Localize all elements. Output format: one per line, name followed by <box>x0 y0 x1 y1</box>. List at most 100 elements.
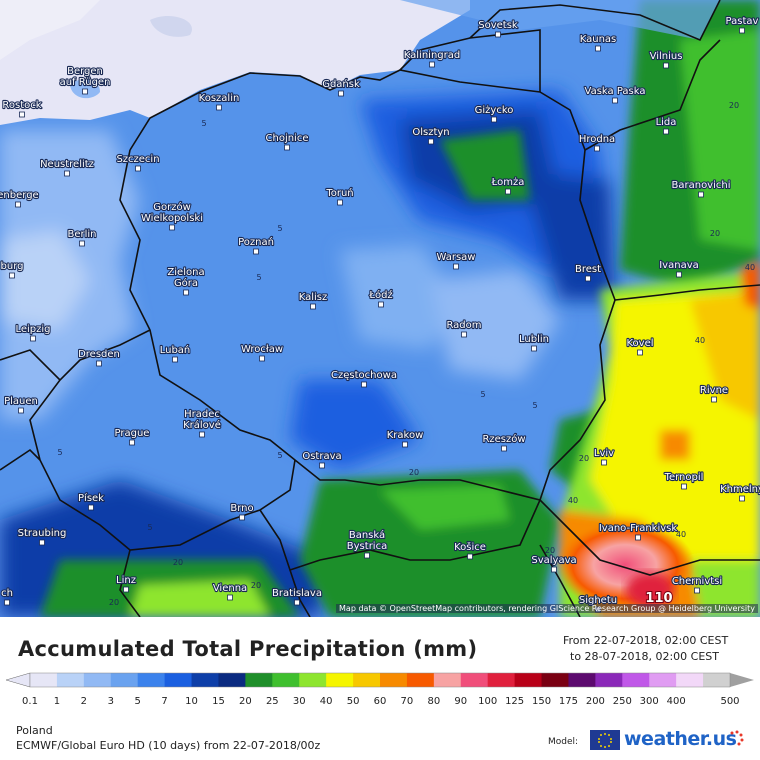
city-dot-icon <box>429 61 435 68</box>
city-label: Písek <box>78 492 104 504</box>
city-label: Warsaw <box>436 252 475 263</box>
city-dot-icon <box>635 534 641 541</box>
scale-swatch <box>406 673 435 687</box>
city-label: Pastav <box>726 16 759 27</box>
city-label: Kaliningrad <box>404 50 460 61</box>
contour-label: 5 <box>532 401 537 410</box>
city-dot-icon <box>338 90 344 97</box>
city-marker: Vaska Paska <box>583 85 647 104</box>
light-precip-zone <box>0 130 560 420</box>
scale-swatch <box>703 673 731 687</box>
scale-swatch <box>191 673 219 687</box>
scale-swatch <box>56 673 85 687</box>
scale-tick-label: 250 <box>613 696 632 707</box>
city-marker: Radom <box>445 319 483 338</box>
city-marker: Berlin <box>66 228 98 247</box>
city-label: Kovel <box>626 338 653 349</box>
legend-title: Accumulated Total Precipitation (mm) <box>18 637 478 661</box>
city-marker: Banská Bystrica <box>346 528 388 559</box>
city-label: Gorzów Wielkopolski <box>141 201 203 224</box>
city-marker: Poznań <box>237 235 275 255</box>
country-borders <box>0 0 760 617</box>
map-attribution[interactable]: Map data © OpenStreetMap contributors, r… <box>336 604 758 613</box>
scale-swatch <box>622 673 650 687</box>
city-marker: Ostrava <box>301 450 343 469</box>
scale-tick-label: 125 <box>505 696 524 707</box>
contour-label: 20 <box>579 454 589 463</box>
city-dot-icon <box>491 116 497 123</box>
city-label: Ivanava <box>659 260 699 271</box>
city-marker: Neustrelitz <box>39 158 95 177</box>
city-dot-icon <box>337 199 343 206</box>
city-dot-icon <box>428 138 434 145</box>
scale-tick-label: 5 <box>135 696 141 707</box>
city-dot-icon <box>15 201 21 208</box>
city-label: Rzeszów <box>482 433 525 445</box>
city-dot-icon <box>123 586 129 593</box>
scale-tick-label: 300 <box>640 696 659 707</box>
city-marker: Leipzig <box>14 323 52 342</box>
city-dot-icon <box>79 240 85 247</box>
contour-label: 40 <box>568 496 578 505</box>
city-dot-icon <box>461 331 467 338</box>
city-marker: Warsaw <box>435 251 477 270</box>
city-dot-icon <box>259 355 265 362</box>
scale-swatch <box>433 673 462 687</box>
scale-tick-label: 25 <box>266 696 279 707</box>
scale-swatch <box>568 673 596 687</box>
city-label: Chojnice <box>266 133 309 144</box>
city-dot-icon <box>501 445 507 452</box>
scale-tick-label: 150 <box>532 696 551 707</box>
city-label: Košice <box>454 541 486 553</box>
scale-swatch <box>245 673 273 687</box>
city-label: burg <box>1 261 24 272</box>
city-marker: Khmelny <box>719 483 760 502</box>
city-marker: Brest <box>574 263 602 282</box>
scale-tick-label: 20 <box>239 696 252 707</box>
light-precip-zone <box>400 0 720 40</box>
city-dot-icon <box>698 191 704 198</box>
contour-label: 20 <box>409 468 419 477</box>
city-marker: Prague <box>113 427 151 446</box>
city-marker: Straubing <box>17 527 67 546</box>
scale-tick-label: 0.1 <box>22 696 38 707</box>
city-marker: Bratislava <box>271 587 323 606</box>
city-label: Rostock <box>2 100 41 111</box>
city-label: Sovetsk <box>478 20 518 31</box>
city-marker: ch <box>0 587 14 606</box>
scale-swatch <box>110 673 139 687</box>
contour-label: 20 <box>729 101 739 110</box>
scale-outline <box>29 672 731 688</box>
city-dot-icon <box>711 396 717 403</box>
city-dot-icon <box>30 335 36 342</box>
max-precip-center <box>626 572 674 608</box>
city-marker: Częstochowa <box>330 369 398 388</box>
city-marker: Kalisz <box>298 291 328 310</box>
scale-arrow-right-icon <box>730 673 754 687</box>
city-label: Szczecin <box>116 154 159 165</box>
city-label: ch <box>1 588 13 599</box>
city-marker: Gorzów Wielkopolski <box>140 200 204 231</box>
city-marker: Krakow <box>386 429 424 448</box>
city-marker: Koszalin <box>198 92 240 111</box>
city-label: Ostrava <box>302 451 341 462</box>
city-label: Lublin <box>519 334 549 345</box>
scale-swatch <box>30 673 58 687</box>
city-marker: Hrodna <box>578 133 616 152</box>
contour-label: 5 <box>277 224 282 233</box>
city-marker: Kaunas <box>579 33 617 52</box>
contour-label: 5 <box>57 448 62 457</box>
scale-tick-label: 200 <box>586 696 605 707</box>
city-dot-icon <box>64 170 70 177</box>
scale-tick-label: 10 <box>185 696 198 707</box>
color-scale: 0.1 1 2 3 5 7 10 15 20 25 30 40 50 60 70 80 90 100 125 150 1… <box>5 672 754 707</box>
city-dot-icon <box>637 349 643 356</box>
city-label: Wrocław <box>241 344 283 355</box>
brand-logo[interactable]: weather.us <box>624 728 737 750</box>
scale-swatch <box>326 673 354 687</box>
scale-swatch <box>299 673 327 687</box>
scale-tick-label: 3 <box>108 696 114 707</box>
city-marker: Giżycko <box>474 104 514 123</box>
city-dot-icon <box>676 271 682 278</box>
scale-swatch <box>272 673 300 687</box>
